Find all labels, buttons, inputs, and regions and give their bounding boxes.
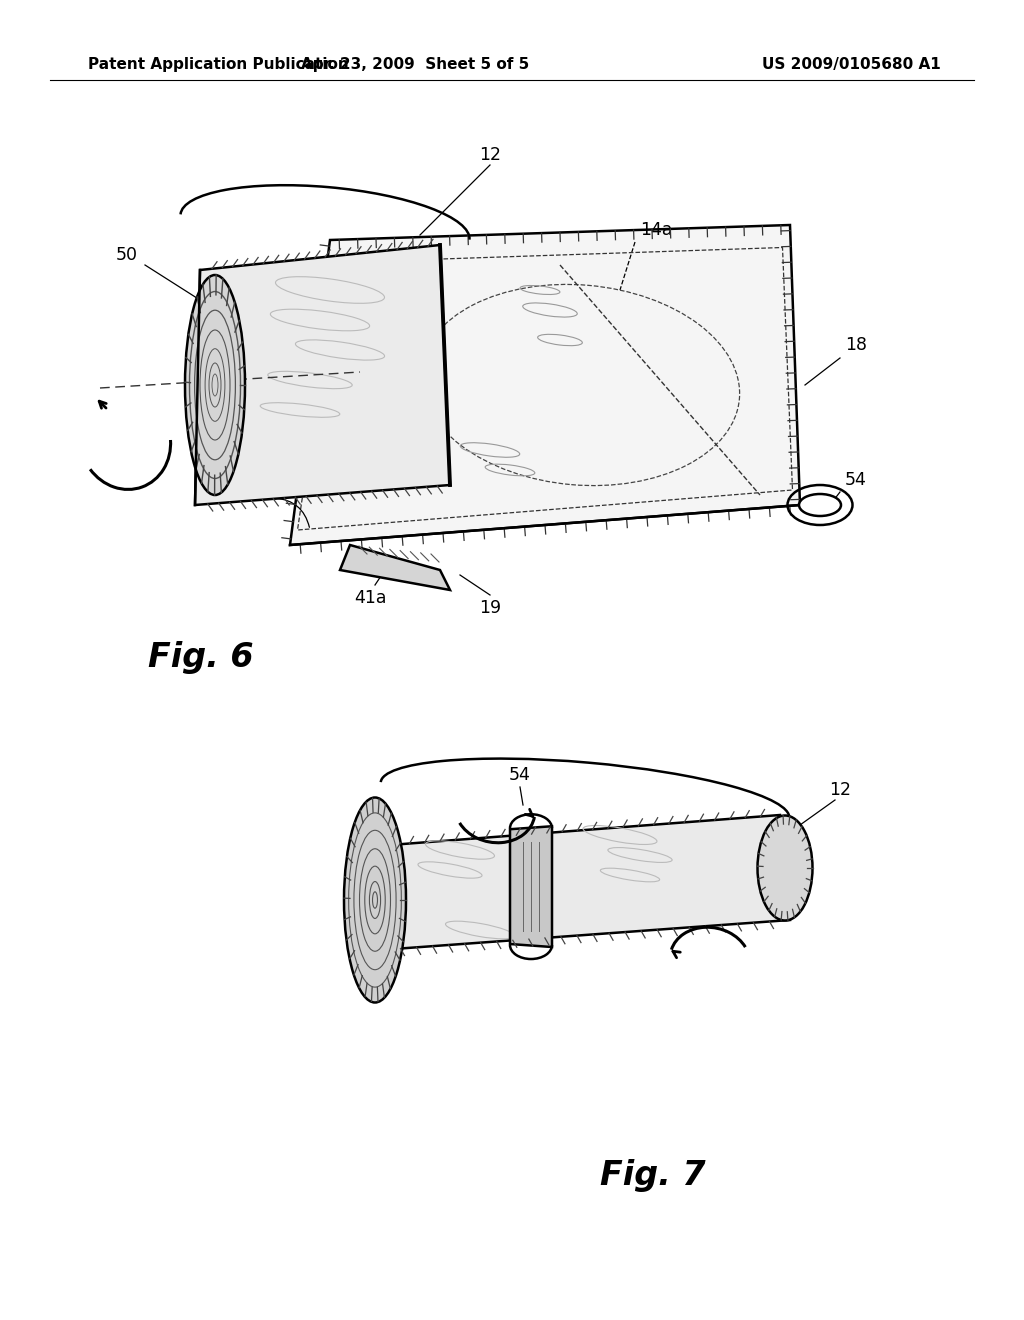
Ellipse shape bbox=[799, 494, 841, 516]
Text: 54: 54 bbox=[509, 766, 530, 784]
Text: 20: 20 bbox=[243, 480, 265, 499]
Ellipse shape bbox=[344, 797, 406, 1002]
Text: 41a: 41a bbox=[353, 589, 386, 607]
Text: 19: 19 bbox=[479, 599, 501, 616]
Ellipse shape bbox=[758, 816, 812, 920]
Polygon shape bbox=[340, 545, 450, 590]
Polygon shape bbox=[195, 246, 450, 506]
Polygon shape bbox=[290, 224, 800, 545]
Text: Patent Application Publication: Patent Application Publication bbox=[88, 58, 349, 73]
Text: Fig. 6: Fig. 6 bbox=[148, 642, 254, 675]
Text: 50: 50 bbox=[116, 246, 138, 264]
Text: 54: 54 bbox=[845, 471, 867, 488]
Text: 18: 18 bbox=[845, 337, 867, 354]
Text: 12: 12 bbox=[829, 781, 851, 799]
Polygon shape bbox=[510, 826, 552, 946]
Ellipse shape bbox=[185, 275, 245, 495]
Text: US 2009/0105680 A1: US 2009/0105680 A1 bbox=[762, 58, 941, 73]
Text: Fig. 7: Fig. 7 bbox=[600, 1159, 706, 1192]
Polygon shape bbox=[380, 814, 790, 950]
Text: 14a: 14a bbox=[640, 220, 673, 239]
Text: 12: 12 bbox=[479, 147, 501, 164]
Text: Apr. 23, 2009  Sheet 5 of 5: Apr. 23, 2009 Sheet 5 of 5 bbox=[301, 58, 529, 73]
